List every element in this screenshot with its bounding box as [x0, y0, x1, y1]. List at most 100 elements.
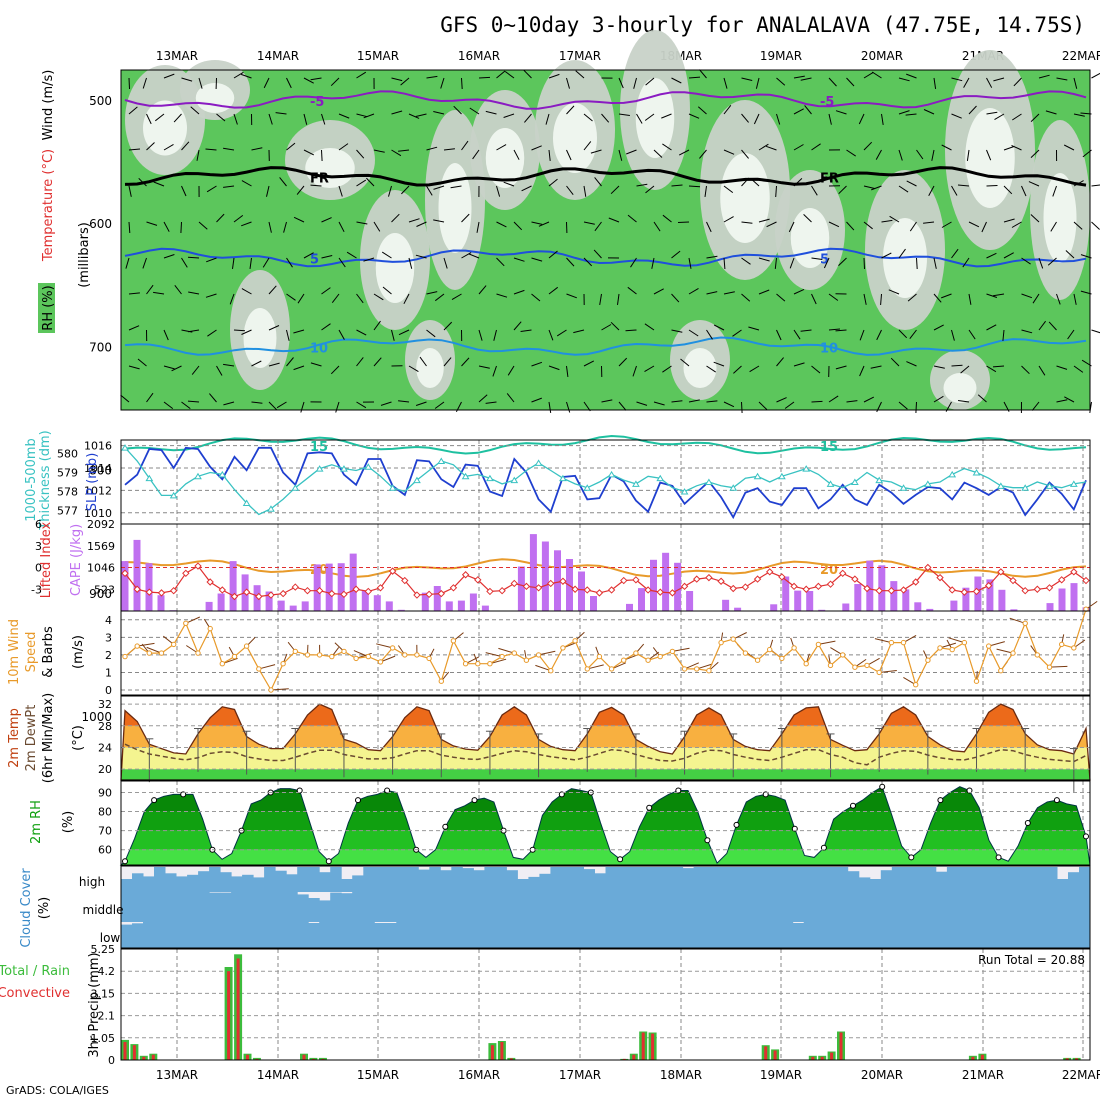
wind-barb [391, 329, 395, 341]
lifted-marker [644, 586, 652, 594]
wind-speed-marker [1046, 664, 1053, 670]
wind-barb [251, 360, 262, 367]
wind-barb [680, 358, 690, 367]
wind-barb [223, 185, 235, 188]
wind-barb [793, 178, 803, 187]
precip-convective-bar [764, 1046, 768, 1060]
wind-tick-3: 2 [105, 649, 112, 662]
cloud-high-bar [297, 867, 309, 892]
lifted-marker [376, 584, 385, 592]
slp-tick-4: 1010 [84, 507, 112, 520]
cloud-high-bar [308, 867, 320, 892]
cloud-high-bar [154, 867, 166, 892]
wind-barb [758, 289, 770, 295]
wind-barb [293, 216, 305, 223]
cloud-middle-bar [220, 892, 232, 922]
wind-speed-marker [852, 664, 858, 670]
precip-convective-bar [811, 1056, 815, 1060]
cape-bar [529, 534, 537, 611]
rh-marker [879, 783, 886, 790]
wind-speed-marker [876, 669, 882, 676]
wind-speed-marker [645, 657, 651, 663]
rh-marker [850, 802, 856, 809]
cloud-high-bar [462, 868, 474, 892]
wind-barb [545, 113, 550, 125]
thickness-marker [1021, 484, 1030, 491]
precip-convective-bar [236, 958, 240, 1060]
isotherm-label-right-4: 10 [820, 341, 838, 356]
wind-barb [268, 221, 272, 233]
wind-barb [321, 255, 333, 259]
rh-very-dry-region-4 [375, 233, 415, 303]
surface-wind-barb [818, 640, 836, 645]
wind-barb [823, 257, 830, 269]
cloud-low-bar [319, 922, 331, 948]
wind-barb [531, 145, 542, 151]
cape-bar [962, 587, 970, 611]
wind-barb [1047, 257, 1057, 266]
cloud-low-bar [286, 922, 298, 948]
wind-barb [209, 393, 217, 403]
lifted-marker [766, 568, 774, 576]
wind-barb [268, 113, 273, 125]
precip-convective-bar [509, 1058, 513, 1060]
rh-very-dry-region-7 [553, 103, 597, 173]
wind-barb [968, 329, 976, 340]
rh-band-3 [121, 811, 1090, 831]
cape-bar [866, 560, 874, 611]
wind-barb [249, 257, 252, 269]
wind-speed-marker [1022, 620, 1028, 626]
wind-barb [198, 77, 203, 89]
cloud-middle-bar [726, 892, 739, 922]
cloud-low-bar [550, 922, 562, 948]
lifted-marker [1045, 584, 1054, 592]
wind-speed-marker [523, 657, 530, 663]
cloud-high-bar [528, 876, 540, 892]
wind-barb [636, 401, 648, 406]
precip-unit-label: 3hr Precip (mm) [87, 952, 102, 1057]
wind-barb [811, 365, 821, 374]
cloud-low-bar [671, 922, 684, 948]
cloud-low-bar [913, 922, 926, 948]
lifted-marker [133, 585, 141, 593]
wind-barb [205, 293, 217, 298]
cape-bar [421, 592, 429, 611]
wind-barb [241, 329, 252, 335]
wind-barb [625, 329, 637, 332]
wind-barb [1056, 77, 1068, 81]
wind-barb [286, 357, 294, 367]
wind-barb [1073, 293, 1077, 305]
wind-barb [1073, 113, 1085, 117]
cloud-middle-bar [1001, 892, 1014, 922]
wind-barb [863, 396, 875, 403]
wind-barb [233, 214, 244, 223]
wind-barb [356, 149, 365, 159]
cloud-high-bar [935, 871, 948, 892]
cloud-middle-bar [297, 894, 309, 922]
wind-barb [173, 113, 182, 123]
wind-barb [300, 401, 305, 413]
rh-tick-2: 80 [98, 806, 112, 819]
cloud-low-bar [924, 922, 937, 948]
wind-barb [1048, 321, 1057, 331]
wind-speed-marker [937, 645, 943, 651]
cloud-high-bar [836, 867, 849, 892]
wind-barb [1032, 293, 1040, 304]
wind-barb [1038, 74, 1050, 79]
wind-tick-4: 1 [105, 666, 112, 679]
cape-bar [433, 586, 441, 611]
wind-barb [181, 185, 187, 197]
cloud-middle-bar [704, 892, 717, 922]
wind-barb [321, 149, 323, 162]
rh-very-dry-region-17 [943, 373, 977, 403]
lifted-marker [1057, 576, 1066, 584]
wind-speed-marker [986, 643, 992, 649]
rh-marker [558, 791, 565, 798]
upper-air-border [120, 69, 1091, 411]
wind-barb [871, 185, 882, 191]
thickness-marker [559, 474, 567, 482]
wind-barb [146, 142, 155, 151]
wind-speed-marker [195, 650, 201, 656]
wind-barb [293, 365, 305, 371]
cloud-low-bar [594, 922, 606, 948]
